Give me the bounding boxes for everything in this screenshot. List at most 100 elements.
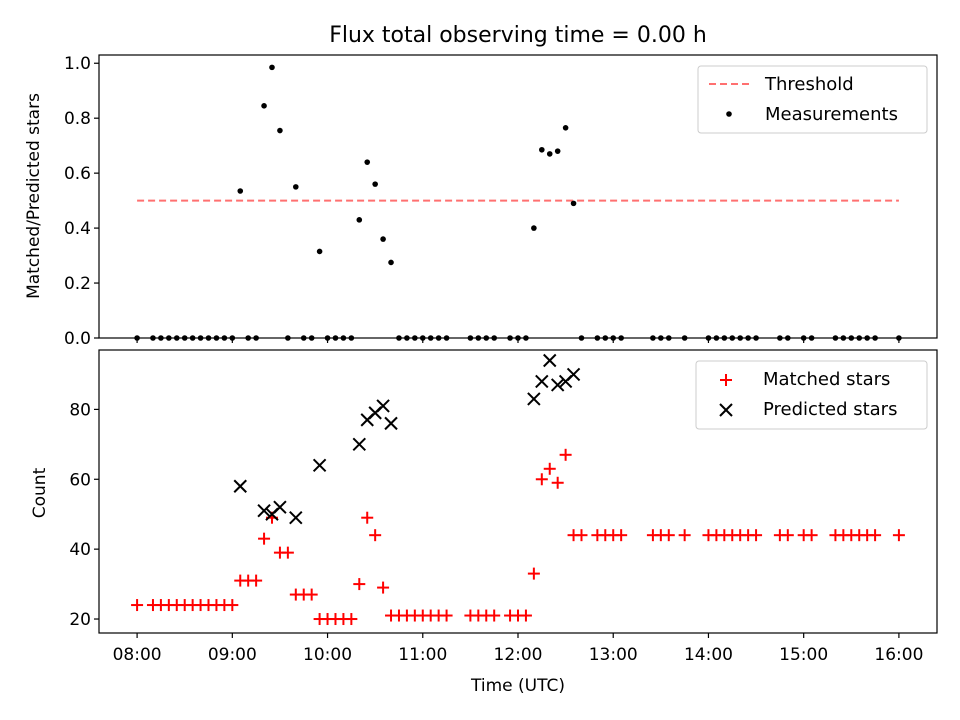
x-tick-label: 15:00 [779, 645, 828, 665]
measurement-point [293, 184, 299, 190]
predicted-star-point [312, 458, 327, 473]
cross-b [352, 437, 366, 452]
matched-star-point [250, 574, 263, 587]
predicted-star-point [543, 353, 557, 368]
top-legend-box [697, 65, 928, 134]
predicted-star-point [535, 374, 549, 389]
measurements-legend-marker [726, 111, 732, 117]
measurement-point [372, 181, 378, 187]
matched-star-point [377, 581, 390, 594]
matched-legend-label: Matched stars [763, 369, 890, 390]
predicted-star-point [566, 367, 581, 382]
matched-legend-marker [720, 374, 732, 386]
measurement-point [364, 159, 371, 165]
matched-star-point [805, 529, 818, 542]
bottom-y-tick-label: 60 [69, 470, 91, 490]
cross-b [233, 479, 247, 493]
x-tick-label: 13:00 [589, 645, 638, 665]
bottom-y-axis-label: Count [30, 467, 50, 518]
cross-b [566, 367, 581, 382]
measurements-legend-label: Measurements [765, 104, 898, 125]
cross-b [289, 510, 303, 525]
bottom-y-tick-label: 20 [69, 610, 91, 630]
matched-star-point [750, 529, 763, 542]
matched-star-point [258, 532, 271, 545]
matched-star-point [131, 599, 144, 612]
bottom-marks [131, 353, 905, 626]
predicted-star-point [352, 437, 366, 452]
x-tick-label: 12:00 [494, 645, 543, 665]
predicted-star-point [289, 510, 303, 525]
top-y-tick-label: 0.6 [64, 164, 91, 184]
cross-b [527, 392, 541, 406]
cross-b [273, 500, 287, 514]
matched-star-point [361, 511, 374, 524]
matched-star-point [345, 613, 358, 626]
matched-star-point [615, 529, 628, 542]
top-y-tick-label: 0.0 [64, 329, 91, 349]
threshold-legend-label: Threshold [764, 74, 854, 95]
matched-star-point [519, 609, 532, 622]
cross-b [535, 374, 549, 389]
matched-star-point [551, 476, 564, 489]
matched-star-point [678, 529, 691, 542]
matched-star-point [369, 529, 382, 542]
top-panel: 0.0 0.2 0.4 0.6 0.8 1.0 Matched/Predicted sta… [24, 54, 938, 349]
predicted-star-point [233, 479, 247, 493]
top-y-tick-label: 0.2 [64, 274, 91, 294]
matched-star-point [488, 609, 501, 622]
matched-star-point [353, 578, 366, 591]
matched-star-point [869, 529, 882, 542]
bottom-x-ticks: 08:00 09:00 10:00 11:00 12:00 13:00 14:00 15:00… [113, 633, 923, 665]
top-legend: Threshold Measurements [697, 65, 928, 134]
predicted-legend-glyph [719, 403, 733, 417]
matched-star-point [575, 529, 588, 542]
top-y-tick-label: 1.0 [64, 54, 91, 74]
top-y-tick-label: 0.4 [64, 219, 91, 239]
cross-b [719, 403, 733, 417]
cross-b [312, 458, 327, 473]
x-tick-label: 10:00 [303, 645, 352, 665]
matched-star-point [305, 588, 318, 601]
matched-star-point [559, 448, 572, 461]
matched-star-point [543, 462, 556, 475]
measurement-point [531, 225, 537, 231]
bottom-panel: 20 40 60 80 08:00 09:00 10:00 11:00 12:00 13:00 1… [30, 349, 938, 696]
measurement-point [388, 259, 394, 266]
matched-star-point [662, 529, 675, 542]
matched-star-point [781, 529, 794, 542]
x-tick-label: 16:00 [874, 645, 923, 665]
measurement-point [570, 200, 577, 207]
measurement-point [316, 248, 323, 255]
predicted-star-point [550, 378, 565, 392]
measurement-point [356, 217, 363, 223]
cross-b [550, 378, 565, 392]
matched-star-point [535, 473, 548, 486]
predicted-legend-label: Predicted stars [763, 399, 897, 420]
top-y-tick-label: 0.8 [64, 109, 91, 129]
measurement-point [380, 236, 386, 242]
top-x-ticks [136, 338, 900, 343]
matched-star-point [281, 546, 294, 559]
measurement-point [261, 103, 267, 109]
matched-star-point [440, 609, 453, 622]
measurement-point [237, 188, 244, 194]
measurement-point [539, 146, 545, 153]
measurement-point [546, 151, 553, 157]
measurement-point [269, 64, 275, 71]
top-y-ticks: 0.0 0.2 0.4 0.6 0.8 1.0 [64, 54, 99, 349]
matched-legend-glyph [720, 374, 732, 386]
cross-b [384, 416, 398, 431]
predicted-star-point [376, 399, 390, 413]
x-tick-label: 14:00 [684, 645, 733, 665]
x-tick-label: 09:00 [208, 645, 257, 665]
cross-b [543, 353, 557, 368]
bottom-y-tick-label: 80 [69, 400, 91, 420]
cross-b [376, 399, 390, 413]
x-axis-label: Time (UTC) [470, 676, 565, 696]
matched-star-point [527, 567, 540, 580]
top-y-axis-label: Matched/Predicted stars [24, 93, 44, 299]
predicted-legend-marker [719, 403, 733, 417]
bottom-y-tick-label: 40 [69, 540, 91, 560]
